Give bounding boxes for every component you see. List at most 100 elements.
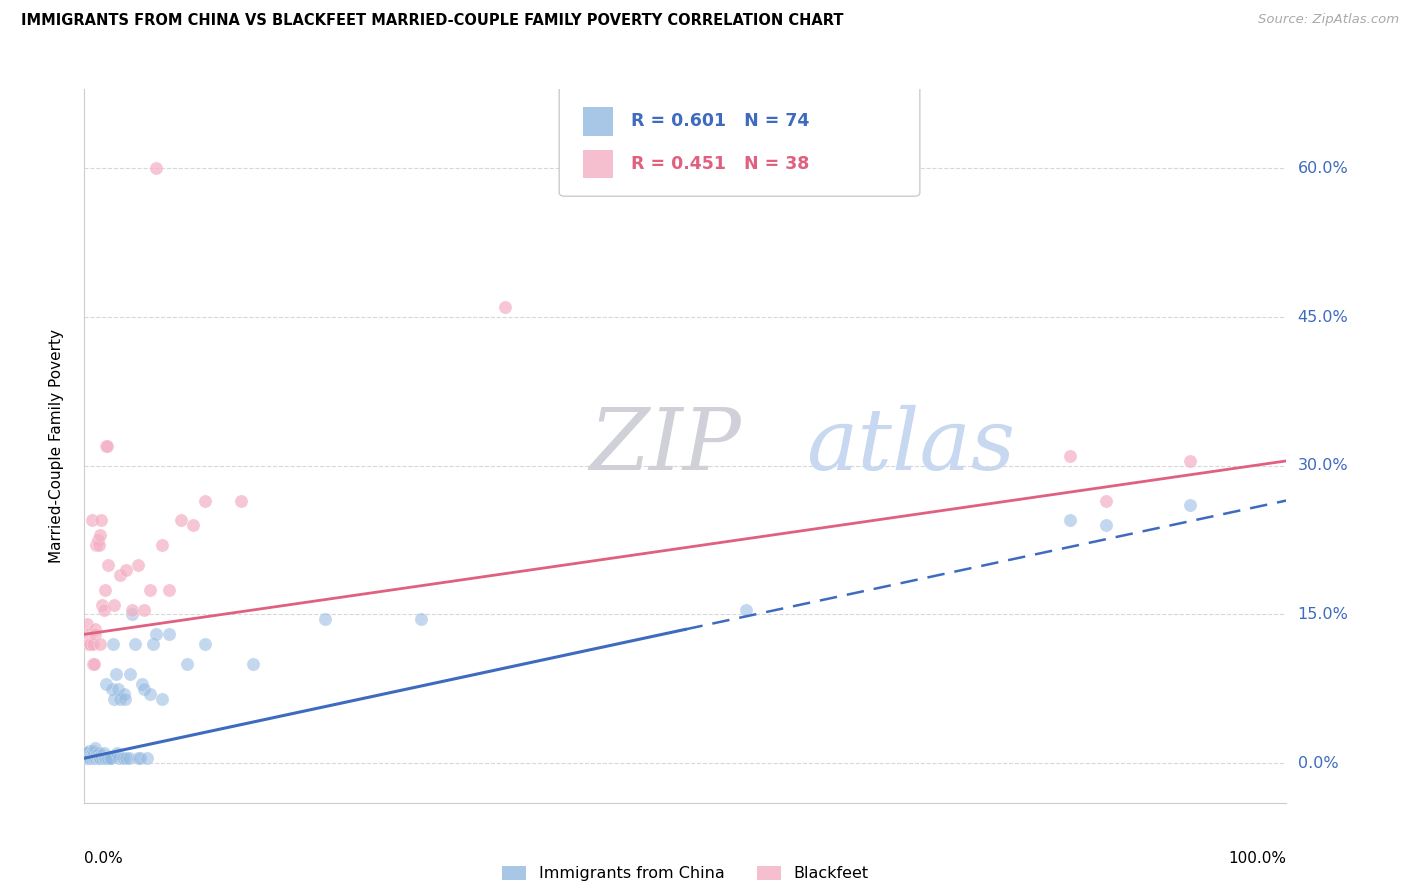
Point — [494, 300, 516, 314]
Point — [1180, 499, 1202, 513]
Point — [82, 748, 104, 763]
Point — [1095, 493, 1118, 508]
Point — [83, 751, 105, 765]
Point — [89, 528, 111, 542]
Point — [77, 746, 100, 760]
Point — [111, 751, 134, 765]
Point — [1059, 513, 1081, 527]
Point — [93, 746, 115, 760]
Text: 15.0%: 15.0% — [1298, 607, 1348, 622]
Point — [104, 667, 127, 681]
Point — [114, 691, 136, 706]
Point — [1095, 518, 1118, 533]
Point — [103, 598, 125, 612]
Point — [79, 637, 101, 651]
Point — [90, 513, 112, 527]
Text: atlas: atlas — [806, 405, 1015, 487]
Point — [90, 748, 112, 763]
Point — [86, 538, 108, 552]
Point — [110, 691, 132, 706]
Point — [84, 623, 107, 637]
Point — [86, 751, 108, 765]
Point — [176, 657, 198, 671]
Point — [314, 612, 336, 626]
Legend: Immigrants from China, Blackfeet: Immigrants from China, Blackfeet — [496, 859, 875, 888]
Point — [80, 513, 103, 527]
Point — [80, 751, 103, 765]
Text: 0.0%: 0.0% — [1298, 756, 1339, 771]
Point — [87, 538, 110, 552]
Point — [84, 751, 107, 765]
Point — [96, 439, 118, 453]
Text: R = 0.601   N = 74: R = 0.601 N = 74 — [631, 112, 810, 130]
Text: 60.0%: 60.0% — [1298, 161, 1348, 176]
Point — [181, 518, 204, 533]
Point — [194, 637, 217, 651]
Point — [142, 637, 165, 651]
Point — [127, 751, 149, 765]
Point — [121, 607, 143, 622]
Point — [77, 637, 100, 651]
Point — [124, 637, 146, 651]
Point — [93, 751, 115, 765]
Point — [77, 751, 100, 765]
Point — [86, 751, 108, 765]
Point — [107, 681, 129, 696]
Point — [89, 751, 111, 765]
Text: Source: ZipAtlas.com: Source: ZipAtlas.com — [1258, 13, 1399, 27]
Text: 45.0%: 45.0% — [1298, 310, 1348, 325]
FancyBboxPatch shape — [583, 107, 613, 136]
Point — [76, 746, 98, 760]
Point — [127, 558, 149, 572]
Point — [77, 751, 100, 765]
Point — [89, 751, 111, 765]
Point — [77, 751, 100, 765]
Point — [87, 751, 110, 765]
Point — [118, 667, 141, 681]
Point — [100, 751, 122, 765]
Point — [83, 657, 105, 671]
Point — [1180, 454, 1202, 468]
Text: 0.0%: 0.0% — [84, 851, 124, 866]
Point — [82, 637, 104, 651]
Point — [152, 538, 174, 552]
Point — [79, 637, 101, 651]
Point — [169, 513, 191, 527]
Point — [94, 582, 117, 597]
Point — [229, 493, 252, 508]
Point — [152, 691, 174, 706]
Point — [91, 751, 114, 765]
Point — [83, 746, 105, 760]
Point — [91, 598, 114, 612]
Point — [1059, 449, 1081, 463]
Point — [115, 751, 138, 765]
Point — [94, 751, 117, 765]
Point — [82, 751, 104, 765]
Point — [79, 748, 101, 763]
Point — [103, 637, 125, 651]
Point — [84, 627, 107, 641]
Text: 30.0%: 30.0% — [1298, 458, 1348, 474]
Point — [79, 751, 101, 765]
Point — [76, 617, 98, 632]
Point — [87, 746, 110, 760]
Point — [121, 602, 143, 616]
Point — [84, 741, 107, 756]
Point — [145, 161, 167, 176]
Point — [112, 687, 135, 701]
Point — [108, 751, 131, 765]
Point — [82, 657, 104, 671]
Point — [79, 751, 101, 765]
Point — [76, 751, 98, 765]
Point — [97, 558, 120, 572]
Point — [77, 627, 100, 641]
Point — [86, 751, 108, 765]
Point — [97, 751, 120, 765]
Point — [94, 439, 117, 453]
Point — [734, 602, 756, 616]
Text: IMMIGRANTS FROM CHINA VS BLACKFEET MARRIED-COUPLE FAMILY POVERTY CORRELATION CHA: IMMIGRANTS FROM CHINA VS BLACKFEET MARRI… — [21, 13, 844, 29]
Point — [105, 746, 128, 760]
Point — [128, 751, 150, 765]
Point — [77, 744, 100, 758]
Point — [82, 744, 104, 758]
